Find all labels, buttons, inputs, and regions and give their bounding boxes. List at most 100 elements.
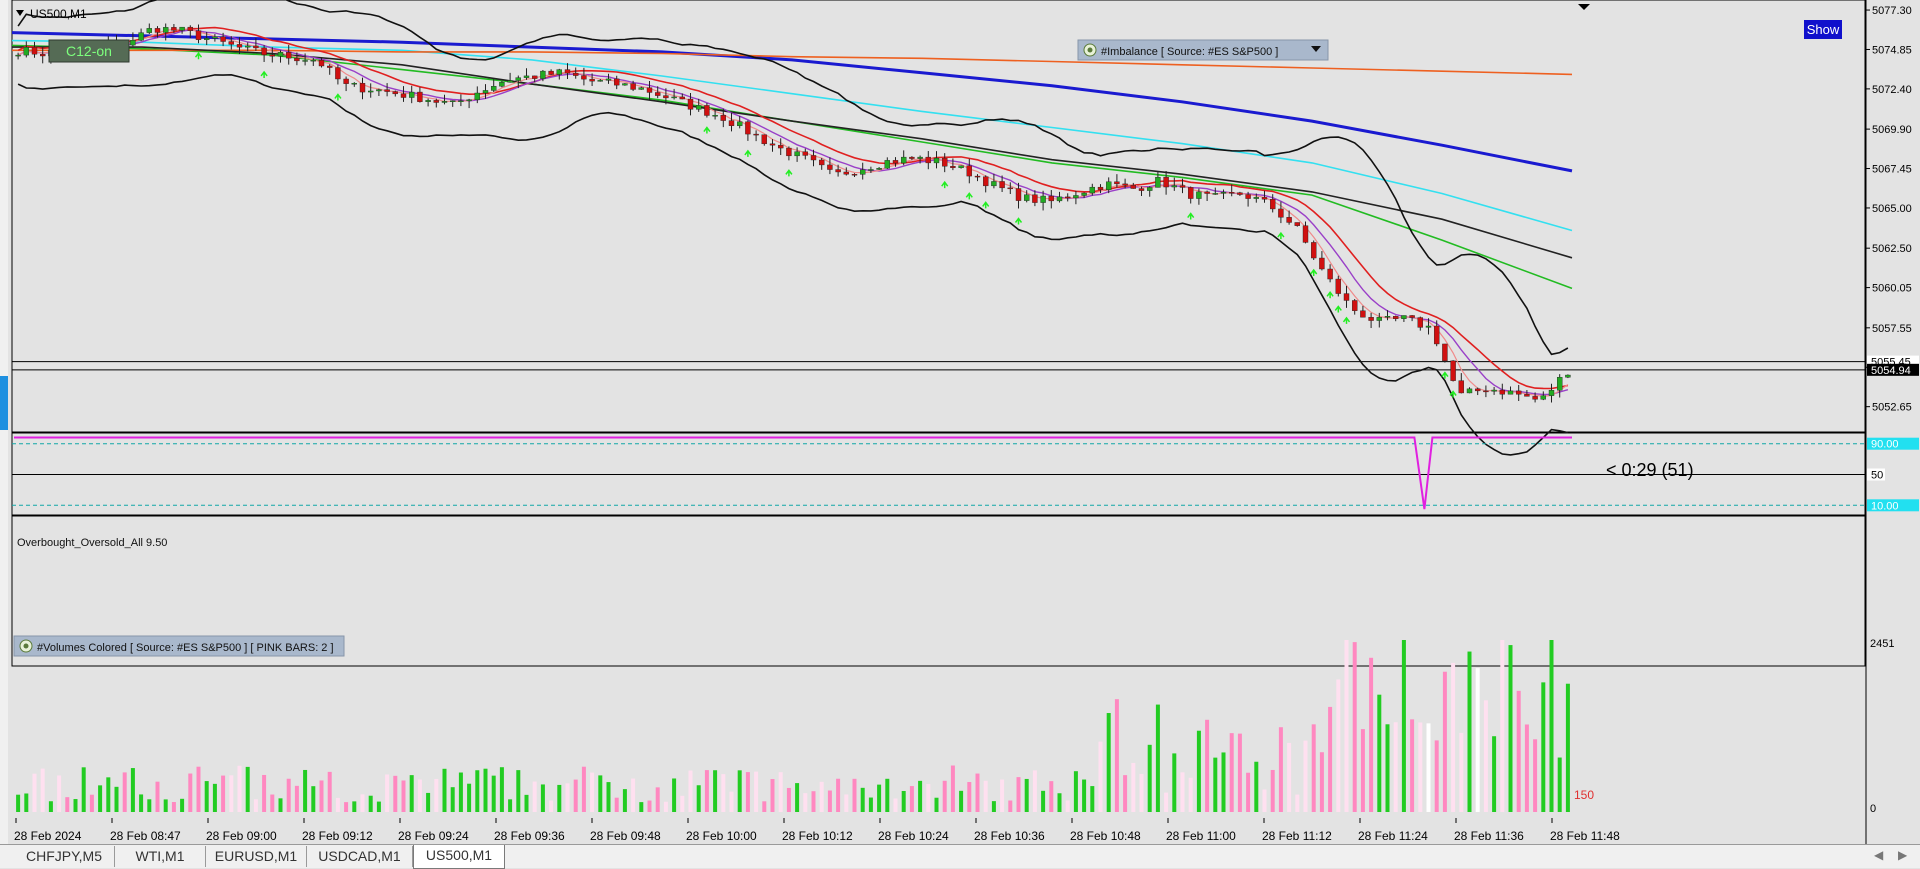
candle-body [655, 92, 661, 96]
candle-body [696, 105, 702, 110]
candle-body [474, 92, 480, 100]
volume-bar [688, 770, 693, 812]
volume-bar [1041, 790, 1046, 812]
volume-bar [1401, 640, 1406, 812]
candle-body [450, 100, 456, 102]
tab-eurusd[interactable]: EURUSD,M1 [206, 846, 307, 867]
volumes-indicator-box[interactable] [13, 635, 345, 657]
time-tick-label: 28 Feb 10:48 [1070, 829, 1141, 843]
candle-body [318, 59, 325, 67]
volume-bar [204, 781, 209, 812]
c12-badge[interactable] [48, 39, 130, 63]
volume-bar [409, 775, 414, 812]
candle-body [1532, 396, 1538, 400]
candle-body [203, 38, 210, 40]
candle-body [1212, 193, 1219, 195]
candle-body [573, 72, 579, 76]
candle-body [794, 151, 800, 157]
signal-arrow-icon [1014, 217, 1023, 225]
candle-body [605, 78, 612, 81]
candle-body [23, 46, 29, 56]
chart-canvas[interactable]: 90.00 50 10.00 5077.30 5074.85 5072.40 5069.9… [0, 0, 1920, 844]
candle-body [269, 54, 275, 57]
volume-bar [508, 799, 513, 812]
show-button[interactable] [1804, 20, 1842, 39]
volume-bar [639, 802, 644, 812]
symbol-title: US500,M1 [30, 7, 87, 21]
volume-bar [1541, 682, 1546, 812]
candle-body [179, 26, 185, 31]
candle-body [1310, 242, 1317, 259]
volume-bar [1524, 724, 1529, 812]
candle-body [540, 70, 546, 79]
candle-body [909, 156, 915, 159]
collapse-triangle-icon[interactable] [16, 10, 24, 16]
candle-body [589, 78, 595, 82]
volume-bar [1533, 739, 1538, 812]
volume-bar [1475, 668, 1480, 812]
volume-bar [1196, 730, 1201, 812]
price-panel[interactable] [11, 0, 1866, 433]
volume-bar [1237, 733, 1242, 812]
volume-bar [721, 774, 726, 812]
tab-scroll-left-icon[interactable]: ◀ [1874, 848, 1884, 862]
candle-body [1409, 315, 1415, 318]
candle-body [138, 32, 144, 41]
candle-body [548, 70, 554, 75]
candle-body [1040, 195, 1046, 203]
candle-body [1458, 380, 1465, 394]
volume-bar [1024, 778, 1029, 812]
candle-body [433, 100, 439, 103]
volume-bar [647, 800, 652, 812]
candle-body [1499, 389, 1506, 395]
tab-usdcad[interactable]: USDCAD,M1 [307, 846, 413, 867]
candle-body [1253, 197, 1260, 199]
time-tick-label: 28 Feb 11:36 [1454, 829, 1524, 843]
tab-us500[interactable]: US500,M1 [413, 845, 505, 869]
candle-body [220, 36, 226, 42]
candle-body [1335, 278, 1342, 294]
candle-body [1081, 192, 1087, 196]
candle-body [778, 144, 784, 149]
time-tick-label: 28 Feb 11:12 [1262, 829, 1332, 843]
candle-body [1237, 192, 1243, 195]
candle-body [302, 60, 308, 62]
volume-bar [540, 784, 545, 812]
volume-bar [1287, 742, 1292, 812]
candle-body [335, 67, 341, 80]
volume-bar [1557, 757, 1562, 812]
candle-body [769, 143, 776, 146]
time-tick-label: 28 Feb 09:00 [206, 829, 277, 843]
chevron-down-icon[interactable] [1311, 46, 1321, 52]
tab-scroll-right-icon[interactable]: ▶ [1898, 848, 1908, 862]
left-scroll-marker[interactable] [0, 376, 8, 430]
shift-marker-icon[interactable] [1578, 4, 1590, 10]
volume-bar [303, 769, 308, 812]
volume-bar [155, 781, 160, 812]
tab-chfjpy[interactable]: CHFJPY,M5 [14, 846, 115, 867]
volume-bar [98, 785, 103, 812]
imbalance-dropdown[interactable] [1077, 39, 1329, 61]
candle-body [1466, 388, 1473, 394]
volume-bar [16, 794, 21, 812]
volume-bar [655, 787, 660, 812]
volume-bar [253, 799, 258, 812]
candle-body [1146, 187, 1153, 191]
volume-bar [352, 801, 357, 812]
price-tick-label: 5052.65 [1872, 402, 1912, 414]
volume-bar [278, 798, 283, 812]
volume-bar [1434, 740, 1439, 812]
volume-bar [1188, 777, 1193, 812]
volume-bar [1492, 736, 1497, 812]
candle-body [630, 83, 636, 90]
tab-wti[interactable]: WTI,M1 [115, 846, 206, 867]
volume-bar [1073, 771, 1078, 812]
candle-body [277, 52, 284, 57]
candle-body [1327, 268, 1333, 280]
volume-bar [909, 786, 914, 812]
volume-bar [1549, 640, 1554, 812]
candle-body [1548, 390, 1555, 396]
candle-body [384, 89, 390, 92]
volume-bar [171, 802, 176, 812]
volume-bar [581, 766, 586, 812]
